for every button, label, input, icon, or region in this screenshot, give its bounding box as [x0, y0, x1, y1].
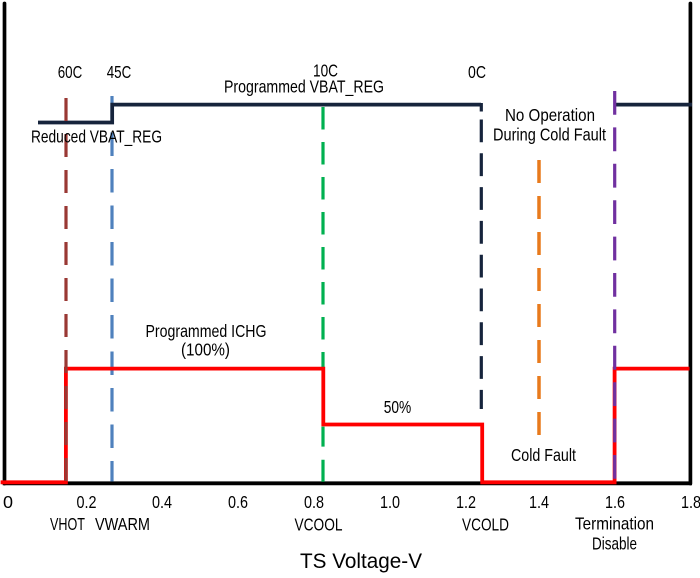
svg-text:Cold Fault: Cold Fault	[511, 445, 576, 465]
svg-text:VCOOL: VCOOL	[295, 515, 343, 535]
svg-text:60C: 60C	[58, 62, 83, 82]
svg-text:1.2: 1.2	[456, 492, 476, 512]
svg-text:0: 0	[3, 492, 13, 512]
svg-text:VWARM: VWARM	[95, 514, 150, 534]
svg-text:Programmed ICHG: Programmed ICHG	[146, 321, 267, 341]
svg-text:10C: 10C	[313, 61, 338, 81]
svg-text:0.2: 0.2	[77, 492, 97, 512]
svg-text:0.4: 0.4	[152, 492, 172, 512]
svg-text:(100%): (100%)	[181, 340, 230, 360]
svg-text:Disable: Disable	[592, 534, 637, 554]
svg-text:TS Voltage-V: TS Voltage-V	[300, 550, 422, 573]
svg-text:During Cold Fault: During Cold Fault	[493, 125, 606, 145]
svg-text:0.6: 0.6	[228, 492, 248, 512]
svg-text:45C: 45C	[107, 62, 132, 82]
svg-text:1.8: 1.8	[681, 492, 700, 512]
svg-text:0.8: 0.8	[304, 492, 324, 512]
svg-text:50%: 50%	[384, 397, 412, 417]
svg-text:Programmed VBAT_REG: Programmed VBAT_REG	[224, 77, 384, 98]
svg-text:VCOLD: VCOLD	[462, 515, 509, 535]
svg-text:VHOT: VHOT	[50, 514, 85, 534]
svg-text:1.4: 1.4	[529, 492, 549, 512]
svg-text:No Operation: No Operation	[505, 105, 595, 125]
svg-text:Reduced VBAT_REG: Reduced VBAT_REG	[31, 127, 162, 148]
svg-text:Termination: Termination	[575, 514, 654, 534]
svg-text:1.0: 1.0	[380, 492, 400, 512]
svg-text:1.6: 1.6	[605, 492, 625, 512]
svg-text:0C: 0C	[468, 62, 486, 82]
